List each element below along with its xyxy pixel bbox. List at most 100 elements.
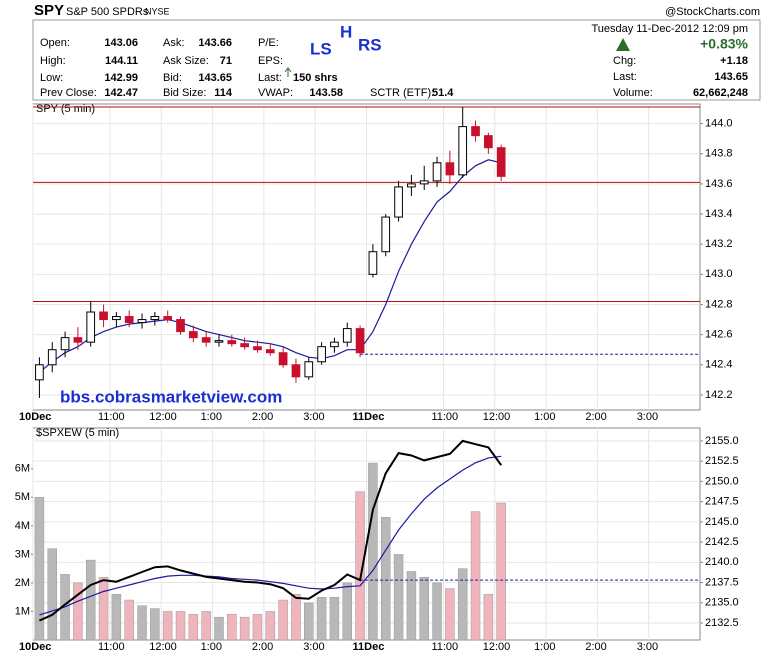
x-tick-label: 2:00 <box>585 411 606 423</box>
x-tick-label: 2:00 <box>252 641 273 653</box>
quote-value: 143.65 <box>198 72 232 84</box>
volume-bar <box>483 594 494 641</box>
candle-body <box>330 341 339 348</box>
x-tick-label: 1:00 <box>534 641 555 653</box>
volume-bar <box>239 616 250 641</box>
candle-body <box>394 186 403 218</box>
volume-bar <box>98 576 109 641</box>
candle-body <box>176 319 185 333</box>
quote-label: High: <box>40 55 66 67</box>
volume-bar <box>419 576 429 641</box>
volume-bar <box>304 602 314 641</box>
volume-bar <box>381 517 391 641</box>
y2-tick-label: 5M <box>15 491 30 503</box>
x-tick-label: 10Dec <box>19 641 51 653</box>
quote-value: 150 shrs <box>293 72 338 84</box>
candle-body <box>35 364 44 381</box>
volume-bar <box>393 554 404 641</box>
quote-value: 51.4 <box>432 87 454 99</box>
x-tick-label: 11:00 <box>98 641 125 653</box>
y-tick-label: 143.4 <box>705 208 733 220</box>
candle-body <box>342 328 352 343</box>
candle-body <box>291 364 301 378</box>
x-tick-label: 1:00 <box>201 641 222 653</box>
candle-body <box>47 349 57 366</box>
candle-body <box>355 328 365 354</box>
quote-label: Ask: <box>163 37 184 49</box>
summary-label: Last: <box>613 71 637 83</box>
y-tick-label: 143.8 <box>705 148 733 160</box>
x-tick-label: 11Dec <box>353 411 385 423</box>
volume-bar <box>445 588 455 641</box>
quote-value: 143.06 <box>104 37 138 49</box>
volume-bar <box>470 511 481 641</box>
y-tick-label: 2142.5 <box>705 536 739 548</box>
candle-body <box>227 340 237 345</box>
candle-body <box>253 346 262 351</box>
annotation: bbs.cobrasmarketview.com <box>60 387 282 406</box>
volume-bar <box>137 605 147 641</box>
volume-bar <box>124 599 134 641</box>
panel-title: SPY (5 min) <box>36 103 95 115</box>
y2-tick-label: 6M <box>15 463 30 475</box>
quote-label: SCTR (ETF): <box>370 87 434 99</box>
x-tick-label: 11:00 <box>431 411 458 423</box>
change-pct: +0.83% <box>700 36 748 52</box>
volume-bar <box>342 582 352 641</box>
y-tick-label: 2150.0 <box>705 475 739 487</box>
x-tick-label: 3:00 <box>637 641 658 653</box>
summary-label: Volume: <box>613 87 653 99</box>
up-tick <box>284 67 292 77</box>
candle-body <box>137 319 147 324</box>
x-tick-label: 3:00 <box>303 411 324 423</box>
summary-value: +1.18 <box>720 55 748 67</box>
y-tick-label: 143.6 <box>705 178 733 190</box>
source: @StockCharts.com <box>665 6 760 18</box>
candle-body <box>60 337 70 351</box>
quote-label: Open: <box>40 37 70 49</box>
volume-bar <box>457 568 468 641</box>
x-tick-label: 2:00 <box>252 411 273 423</box>
candle-body <box>124 316 134 324</box>
x-tick-label: 12:00 <box>149 411 177 423</box>
quote-label: Prev Close: <box>40 87 97 99</box>
moving-average <box>39 455 502 616</box>
y2-tick-label: 3M <box>15 548 30 560</box>
quote-label: Bid Size: <box>163 87 206 99</box>
y2-tick-label: 2M <box>15 577 30 589</box>
x-tick-label: 11Dec <box>353 641 385 653</box>
quote-label: Last: <box>258 72 282 84</box>
quote-date: Tuesday 11-Dec-2012 12:09 pm <box>591 23 748 35</box>
candle-body <box>484 135 493 149</box>
candle-body <box>163 316 173 321</box>
candle-body <box>278 352 288 366</box>
x-tick-label: 3:00 <box>303 641 324 653</box>
header-box <box>32 19 761 101</box>
quote-label: VWAP: <box>258 87 293 99</box>
security-name: S&P 500 SPDRs <box>66 6 149 18</box>
y-tick-label: 142.2 <box>705 389 733 401</box>
candle-body <box>240 343 249 348</box>
volume-bar <box>150 608 160 641</box>
volume-bar <box>175 611 186 641</box>
quote-value: 143.66 <box>198 37 232 49</box>
candle-body <box>458 126 468 176</box>
volume-bar <box>162 611 173 641</box>
x-tick-label: 1:00 <box>534 411 555 423</box>
y-tick-label: 142.8 <box>705 298 733 310</box>
summary-value: 143.65 <box>714 71 748 83</box>
candle-body <box>419 180 429 185</box>
y-tick-label: 2152.5 <box>705 455 739 467</box>
volume-bar <box>188 614 199 641</box>
quote-label: Bid: <box>163 72 182 84</box>
volume-bar <box>111 594 122 641</box>
y2-tick-label: 1M <box>15 605 30 617</box>
candle-body <box>150 316 160 321</box>
candle-body <box>99 311 108 321</box>
y-tick-label: 142.6 <box>705 329 733 341</box>
x-tick-label: 12:00 <box>149 641 177 653</box>
candle-body <box>112 316 121 321</box>
panel-title: $SPXEW (5 min) <box>36 427 119 439</box>
volume-bar <box>227 614 237 641</box>
volume-bar <box>291 594 301 641</box>
